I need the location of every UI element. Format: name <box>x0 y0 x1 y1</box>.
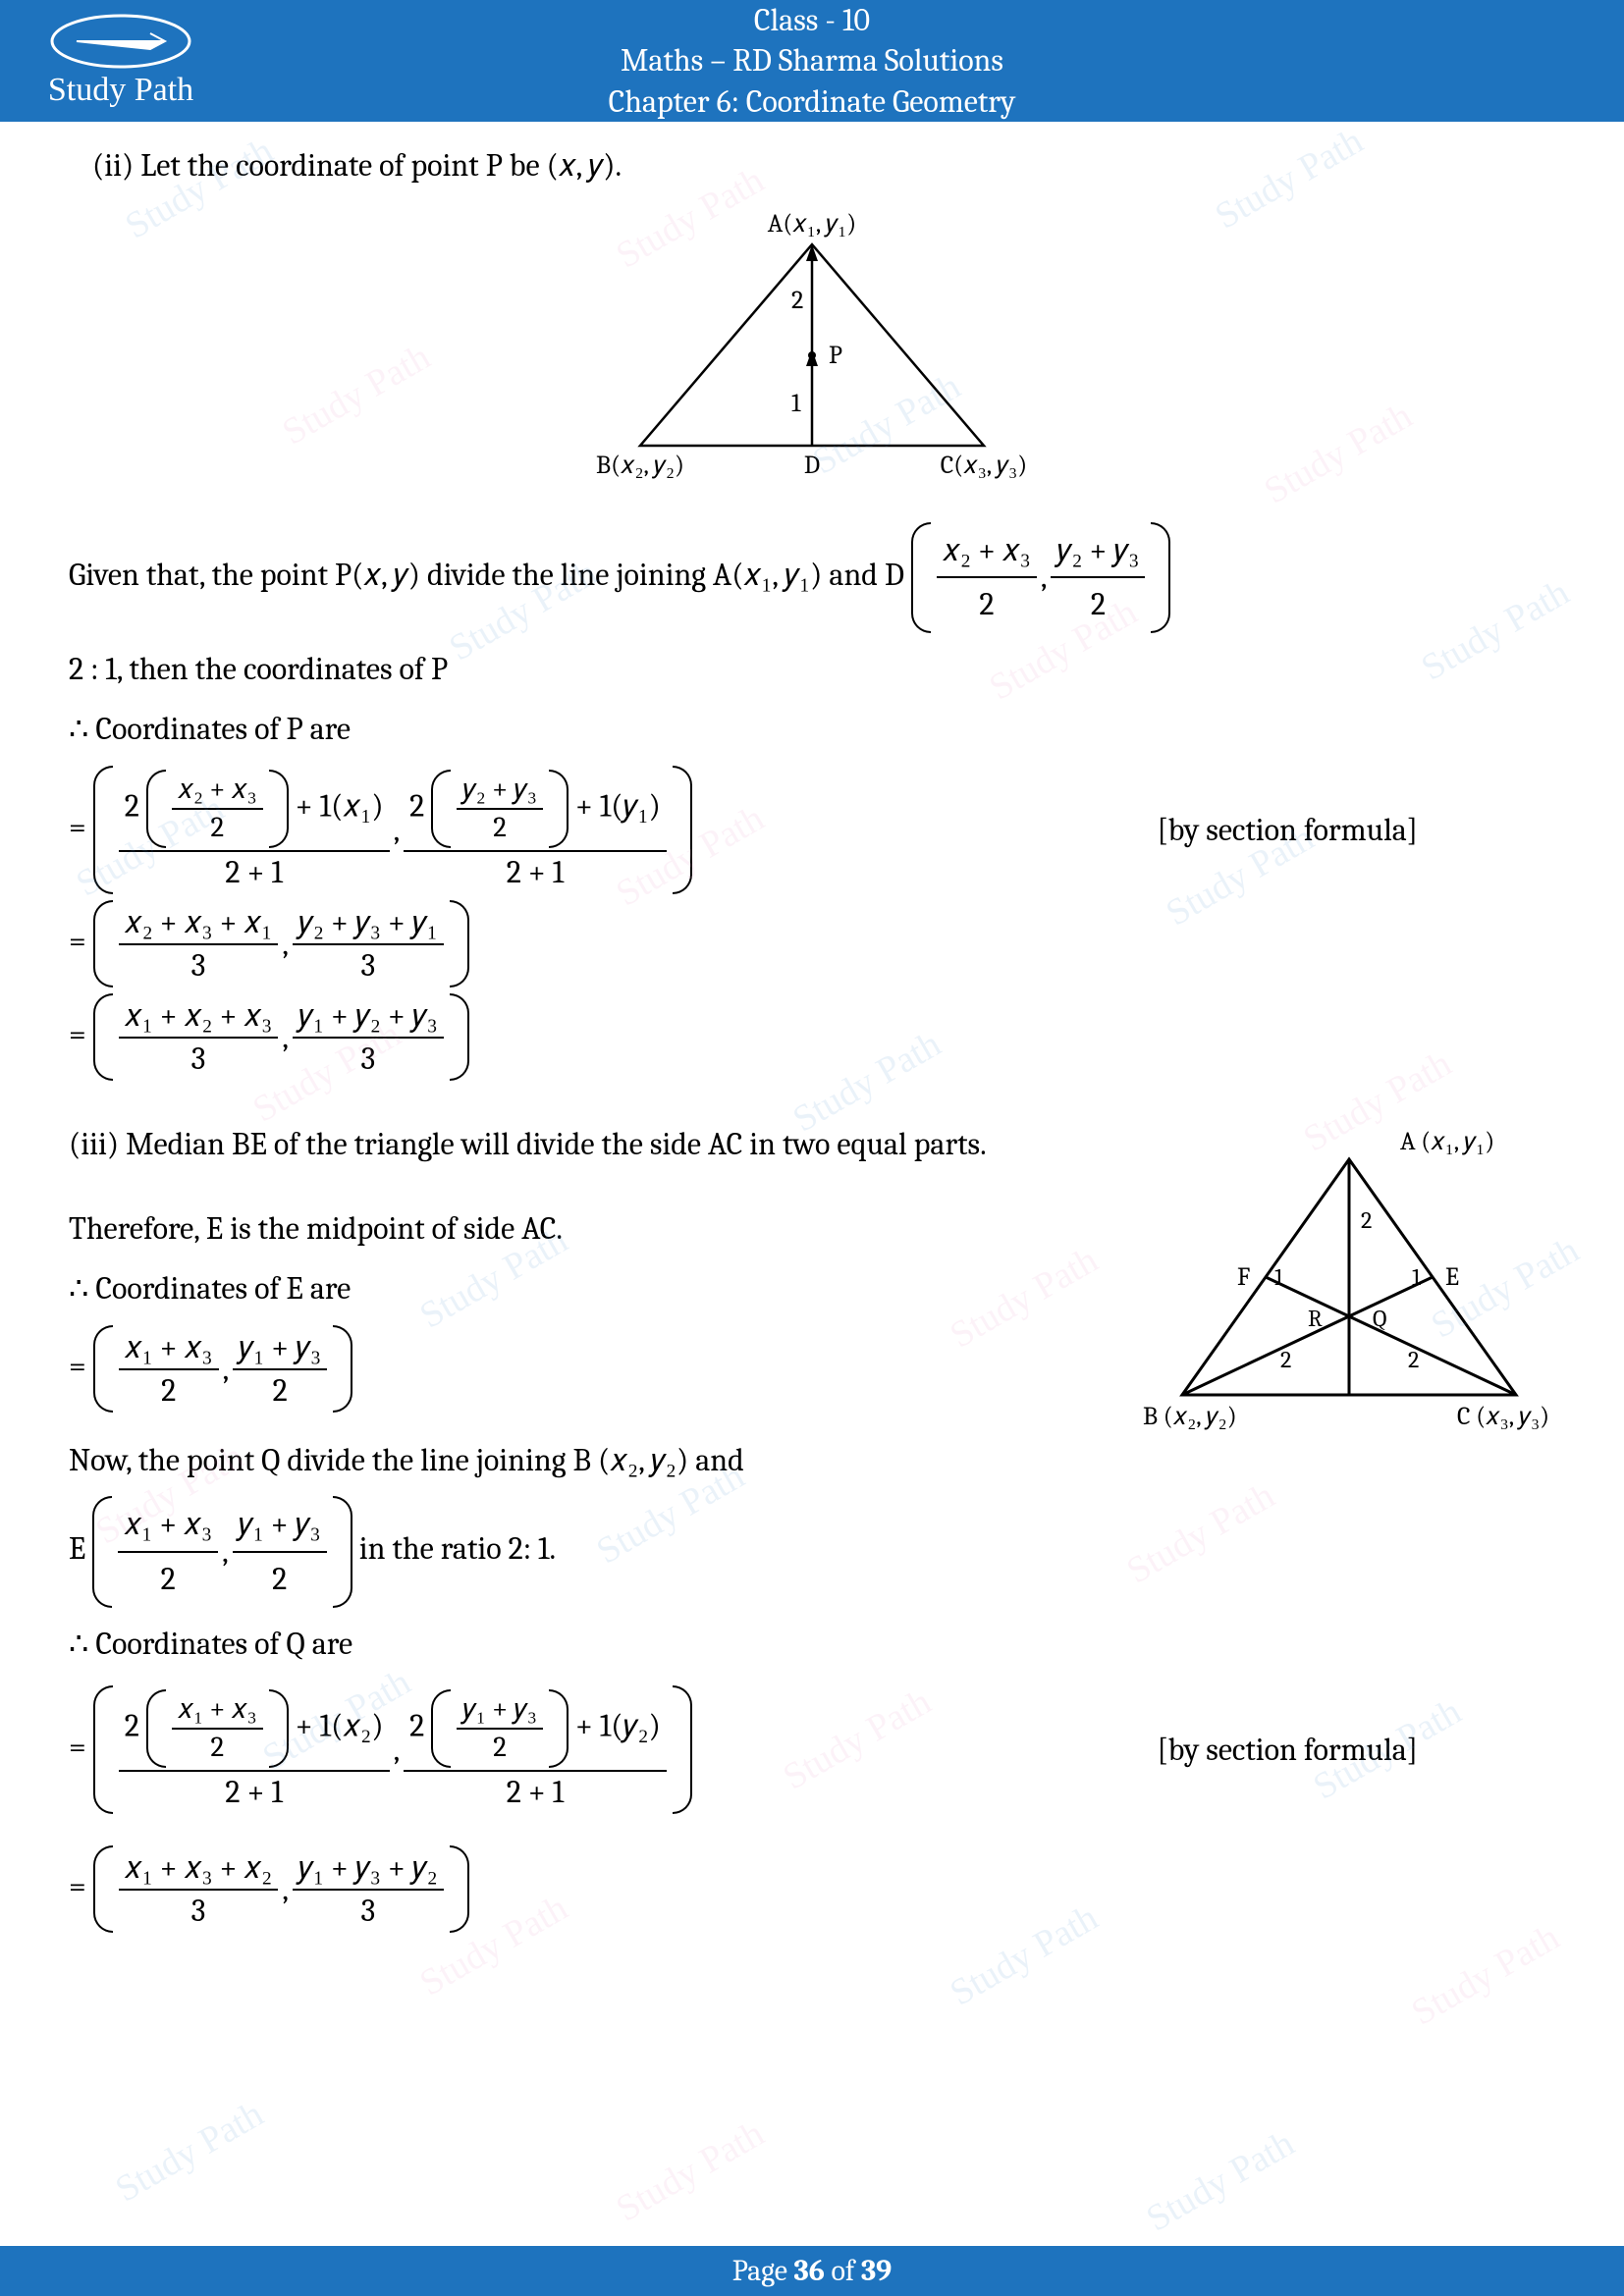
coords-E-line: ∴ Coordinates of E are <box>69 1264 1113 1313</box>
p-step1: = 2 𝑥₂ + 𝑥₃2 + 1(𝑥₁) 2 + 1 , 2 𝑦₂ + 𝑦₃2 <box>69 766 1555 894</box>
section-formula-note-2: [by section formula] <box>1157 1732 1555 1768</box>
ratio-line: 2 : 1, then the coordinates of P <box>69 645 1555 694</box>
watermark: Study Path <box>108 2093 271 2212</box>
svg-text:1: 1 <box>1412 1263 1421 1291</box>
svg-text:R: R <box>1308 1305 1323 1332</box>
q-step2: = 𝑥₁ + 𝑥₃ + 𝑥₂3 , 𝑦₁ + 𝑦₃ + 𝑦₂3 <box>69 1845 1555 1933</box>
header-text: Class - 10 Maths – RD Sharma Solutions C… <box>20 0 1604 122</box>
svg-text:1: 1 <box>1274 1263 1283 1291</box>
logo: Study Path <box>27 10 214 112</box>
E-coords: = 𝑥₁ + 𝑥₃2 , 𝑦₁ + 𝑦₃2 <box>69 1325 1113 1413</box>
footer-middle: of <box>825 2254 861 2288</box>
section-formula-note: [by section formula] <box>1157 812 1555 848</box>
page-content: (ii) Let the coordinate of point P be (𝑥… <box>0 122 1624 1933</box>
svg-text:E: E <box>1445 1262 1459 1292</box>
svg-text:2: 2 <box>1361 1206 1372 1234</box>
part-ii-intro: (ii) Let the coordinate of point P be (𝑥… <box>92 141 1555 190</box>
page-footer: Page 36 of 39 <box>0 2246 1624 2296</box>
footer-current: 36 <box>794 2254 825 2288</box>
svg-text:1: 1 <box>791 389 801 418</box>
page-header: Study Path Class - 10 Maths – RD Sharma … <box>0 0 1624 122</box>
svg-text:P: P <box>829 341 842 370</box>
logo-text: Study Path <box>48 72 193 108</box>
coords-Q-line: ∴ Coordinates of Q are <box>69 1620 1113 1669</box>
svg-text:2: 2 <box>791 286 803 315</box>
svg-text:A(𝑥₁, 𝑦₁): A(𝑥₁, 𝑦₁) <box>768 210 856 239</box>
q-step1: = 2 𝑥₁ + 𝑥₃2 + 1(𝑥₂) 2 + 1 , 2 𝑦₁ + 𝑦₃2 <box>69 1685 1555 1814</box>
svg-text:2: 2 <box>1280 1346 1291 1373</box>
svg-text:C (𝑥₃, 𝑦₃): C (𝑥₃, 𝑦₃) <box>1457 1402 1549 1431</box>
p-step3: = 𝑥₁ + 𝑥₂ + 𝑥₃3 , 𝑦₁ + 𝑦₂ + 𝑦₃3 <box>69 993 1555 1081</box>
svg-text:A (𝑥₁, 𝑦₁): A (𝑥₁, 𝑦₁) <box>1400 1127 1494 1156</box>
watermark: Study Path <box>1139 2122 1302 2241</box>
therefore-P: ∴ Coordinates of P are <box>69 705 1555 754</box>
svg-text:2: 2 <box>1408 1346 1419 1373</box>
svg-text:C(𝑥₃, 𝑦₃): C(𝑥₃, 𝑦₃) <box>941 451 1027 480</box>
p-step2: = 𝑥₂ + 𝑥₃ + 𝑥₁3 , 𝑦₂ + 𝑦₃ + 𝑦₁3 <box>69 900 1555 988</box>
part-iii-intro: (iii) Median BE of the triangle will div… <box>69 1120 1113 1169</box>
watermark: Study Path <box>609 2112 772 2231</box>
footer-total: 39 <box>861 2254 892 2288</box>
E-ratio-line: E 𝑥₁ + 𝑥₃2 , 𝑦₁ + 𝑦₃2 in the ratio 2: 1. <box>69 1496 1113 1607</box>
now-Q-line: Now, the point Q divide the line joining… <box>69 1436 1113 1485</box>
therefore-E: Therefore, E is the midpoint of side AC. <box>69 1204 1113 1254</box>
given-line: Given that, the point P(𝑥, 𝑦) divide the… <box>69 522 1555 633</box>
figure-iii: A (𝑥₁, 𝑦₁) B (𝑥₂, 𝑦₂) C (𝑥₃, 𝑦₃) E F Q R… <box>1143 1120 1555 1452</box>
svg-text:D: D <box>804 451 820 480</box>
svg-text:F: F <box>1237 1262 1250 1292</box>
svg-text:B(𝑥₂, 𝑦₂): B(𝑥₂, 𝑦₂) <box>596 451 684 480</box>
figure-ii: A(𝑥₁, 𝑦₁) B(𝑥₂, 𝑦₂) C(𝑥₃, 𝑦₃) D P 2 1 <box>69 210 1555 493</box>
given-prefix: Given that, the point P(𝑥, 𝑦) divide the… <box>69 557 904 593</box>
svg-text:Q: Q <box>1373 1305 1386 1332</box>
part-iii: (iii) Median BE of the triangle will div… <box>69 1120 1555 1680</box>
footer-prefix: Page <box>732 2254 794 2288</box>
chapter-line: Chapter 6: Coordinate Geometry <box>20 81 1604 123</box>
svg-text:B (𝑥₂, 𝑦₂): B (𝑥₂, 𝑦₂) <box>1143 1402 1237 1431</box>
subject-line: Maths – RD Sharma Solutions <box>20 40 1604 81</box>
watermark: Study Path <box>1404 1916 1567 2035</box>
class-line: Class - 10 <box>20 0 1604 40</box>
